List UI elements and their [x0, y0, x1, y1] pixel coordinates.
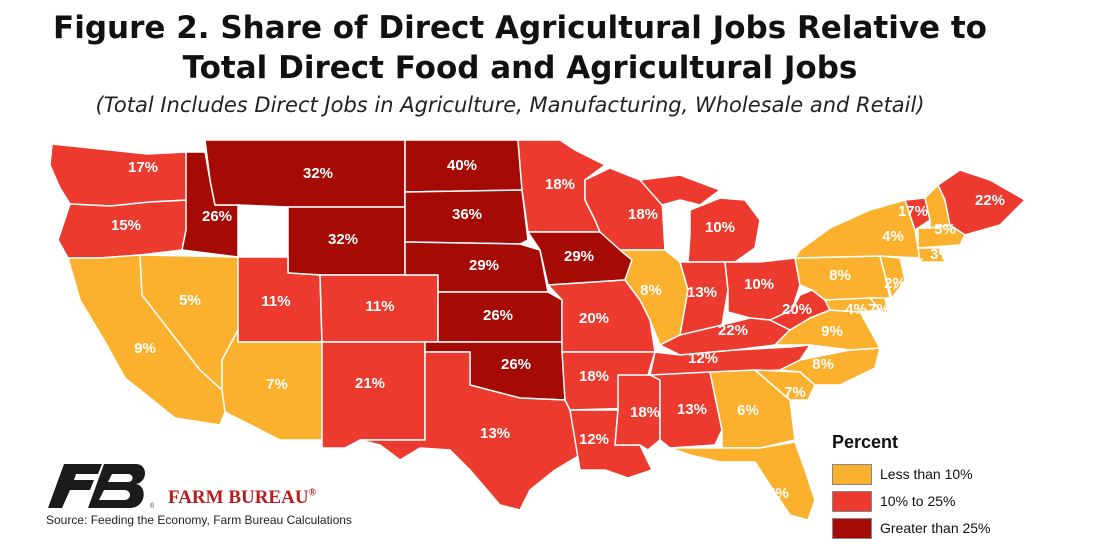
state-label-DE: 7%: [868, 301, 890, 318]
legend-swatch-high: [832, 517, 872, 539]
state-FL: [669, 441, 816, 521]
state-NM: [321, 341, 426, 449]
state-VT: [904, 197, 931, 231]
state-label-MN: 18%: [545, 176, 575, 193]
state-label-VA: 9%: [821, 323, 843, 340]
state-label-SD: 36%: [452, 206, 482, 223]
state-MD: [824, 297, 881, 313]
state-label-NH: 5%: [934, 221, 956, 238]
legend-swatch-low: [832, 463, 872, 485]
state-label-KY: 22%: [718, 322, 748, 339]
legend-label-high: Greater than 25%: [880, 520, 991, 536]
state-label-NM: 21%: [355, 375, 385, 392]
state-label-OR: 15%: [111, 217, 141, 234]
state-MI: [639, 174, 761, 263]
state-label-CO: 11%: [365, 298, 394, 315]
state-label-VT: 17%: [898, 203, 928, 220]
state-label-IN: 13%: [687, 284, 717, 301]
state-label-OK: 26%: [501, 356, 531, 373]
state-CT: [917, 247, 946, 263]
chart-title: Figure 2. Share of Direct Agricultural J…: [0, 8, 1040, 88]
state-label-AL: 13%: [677, 401, 707, 418]
brand-registered-mark: ®: [308, 487, 317, 499]
state-label-WI: 18%: [628, 206, 658, 223]
brand-name-text: FARM BUREAU: [168, 487, 309, 508]
state-label-UT: 11%: [261, 293, 290, 310]
chart-title-line-1: Figure 2. Share of Direct Agricultural J…: [53, 10, 987, 46]
state-label-CA: 9%: [134, 340, 156, 357]
state-label-NY: 4%: [882, 228, 904, 245]
legend-swatch-mid: [832, 490, 872, 512]
source-note: Source: Feeding the Economy, Farm Bureau…: [46, 513, 352, 527]
legend-item-mid: 10% to 25%: [832, 490, 1032, 512]
state-label-ME: 22%: [975, 192, 1005, 209]
state-label-IL: 8%: [640, 282, 662, 299]
state-NC: [779, 347, 881, 386]
chart-subtitle: (Total Includes Direct Jobs in Agricultu…: [95, 93, 925, 117]
state-label-NE: 29%: [469, 257, 499, 274]
legend-item-low: Less than 10%: [832, 463, 1032, 485]
legend: Percent Less than 10% 10% to 25% Greater…: [832, 432, 1032, 544]
legend-title: Percent: [832, 432, 899, 452]
state-ME: [937, 169, 1026, 236]
state-label-CT: 3%: [904, 255, 926, 272]
state-NJ: [879, 255, 906, 299]
state-label-AR: 18%: [579, 368, 609, 385]
state-label-MT: 32%: [303, 165, 333, 182]
state-label-FL: 5%: [767, 485, 789, 502]
state-SD: [404, 189, 529, 245]
state-label-KS: 26%: [483, 307, 513, 324]
legend-label-mid: 10% to 25%: [880, 493, 956, 509]
state-label-ID: 26%: [202, 208, 232, 225]
state-label-MA: 3%: [930, 246, 952, 263]
state-label-MS: 18%: [630, 404, 660, 421]
state-label-NJ: 2%: [884, 275, 906, 292]
state-label-SC: 7%: [784, 384, 806, 401]
chart-title-line-2: Total Direct Food and Agricultural Jobs: [182, 50, 858, 86]
state-label-GA: 6%: [737, 402, 759, 419]
logo-registered-mark: ®: [150, 502, 154, 510]
farm-bureau-wordmark: FARM BUREAU®: [168, 487, 316, 509]
state-label-NC: 8%: [812, 356, 834, 373]
farm-bureau-logo-icon: ®: [48, 464, 154, 510]
state-label-LA: 12%: [579, 431, 609, 448]
state-label-ND: 40%: [447, 157, 477, 174]
state-label-OH: 10%: [744, 276, 774, 293]
state-WA: [49, 143, 189, 207]
state-label-MI: 10%: [705, 219, 735, 236]
legend-item-high: Greater than 25%: [832, 517, 1032, 539]
state-label-MD: 4%: [845, 301, 867, 318]
state-DE: [869, 297, 889, 315]
state-label-TX: 13%: [480, 425, 510, 442]
state-label-IA: 29%: [564, 248, 594, 265]
state-label-WV: 20%: [782, 301, 812, 318]
legend-label-low: Less than 10%: [880, 466, 973, 482]
state-label-AZ: 7%: [266, 376, 288, 393]
state-label-WY: 32%: [328, 231, 358, 248]
label-leader-lines: [893, 261, 915, 291]
state-label-WA: 17%: [128, 159, 158, 176]
state-label-PA: 8%: [829, 267, 851, 284]
state-TX: [359, 351, 581, 511]
state-label-TN: 12%: [688, 350, 718, 367]
state-label-MO: 20%: [579, 310, 609, 327]
state-label-NV: 5%: [179, 292, 201, 309]
